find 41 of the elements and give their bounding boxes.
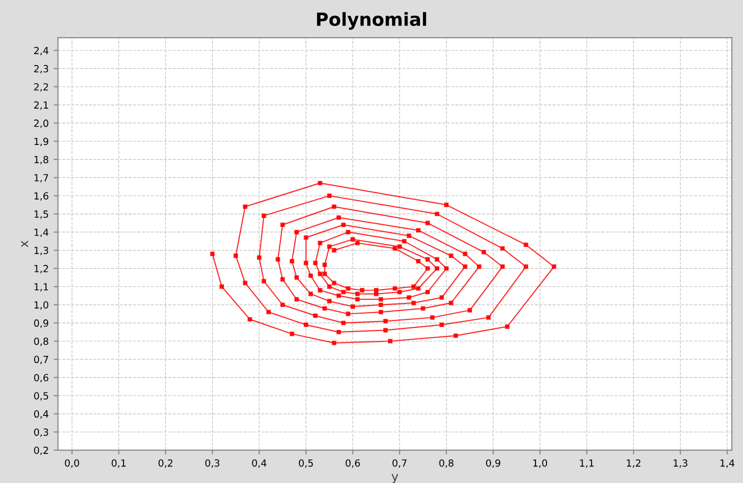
y-tick-label: 1,8 — [34, 156, 48, 164]
y-tick-label: 0,9 — [34, 319, 48, 328]
y-tick-label: 1,4 — [34, 228, 48, 237]
x-tick-label: 1,4 — [720, 459, 734, 468]
y-tick-label: 0,4 — [34, 410, 48, 419]
x-tick-label: 0,3 — [205, 459, 220, 468]
y-tick-label: 1,3 — [34, 246, 48, 256]
x-tick-label: 1,3 — [674, 459, 688, 468]
x-tick-label: 0,6 — [346, 459, 360, 468]
chart-title: Polynomial — [317, 12, 426, 30]
y-tick-label: 1,1 — [34, 283, 48, 292]
y-axis-title: x — [21, 240, 28, 248]
y-tick-label: 2,3 — [34, 65, 48, 74]
x-tick-label: 0,7 — [392, 459, 406, 468]
y-tick-label: 1,5 — [34, 210, 48, 219]
y-tick-label: 1,9 — [34, 138, 48, 146]
y-tick-label: 1,2 — [34, 264, 48, 274]
x-tick-label: 0,0 — [64, 459, 80, 468]
y-tick-label: 2,2 — [34, 83, 48, 92]
x-tick-label: 0,4 — [252, 459, 266, 468]
y-tick-label: 0,6 — [34, 374, 48, 382]
y-tick-label: 0,3 — [34, 428, 48, 437]
y-tick-label: 1,6 — [34, 192, 48, 201]
y-tick-label: 1,7 — [34, 174, 48, 182]
x-axis-title: y — [392, 474, 398, 483]
x-tick-label: 1,1 — [580, 459, 594, 468]
y-tick-label: 1,0 — [34, 301, 48, 310]
y-tick-label: 0,5 — [34, 392, 48, 400]
x-tick-label: 0,9 — [486, 459, 500, 468]
y-tick-label: 2,4 — [34, 46, 48, 56]
x-tick-label: 0,8 — [439, 459, 454, 468]
x-tick-label: 1,0 — [533, 459, 548, 468]
x-tick-label: 0,1 — [112, 459, 126, 468]
x-tick-label: 0,5 — [298, 459, 313, 468]
y-tick-label: 2,1 — [34, 101, 48, 110]
y-tick-label: 0,2 — [34, 446, 48, 455]
y-tick-label: 2,0 — [34, 120, 48, 128]
x-tick-label: 0,2 — [158, 459, 172, 468]
y-tick-label: 0,8 — [34, 338, 48, 346]
y-tick-label: 0,7 — [34, 356, 48, 364]
x-tick-label: 1,2 — [626, 459, 640, 468]
